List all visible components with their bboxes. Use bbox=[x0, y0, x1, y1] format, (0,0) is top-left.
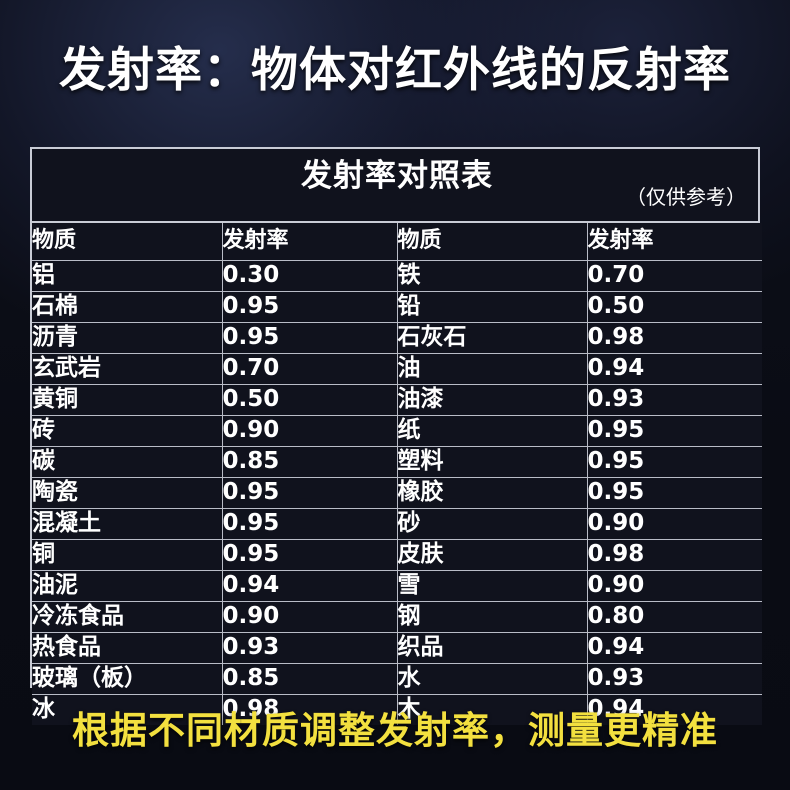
cell-material-right: 塑料 bbox=[396, 445, 588, 478]
cell-emissivity-right: 0.94 bbox=[586, 631, 762, 664]
cell-material-right: 橡胶 bbox=[396, 476, 588, 509]
cell-material-right: 织品 bbox=[396, 631, 588, 664]
column-header-material-right: 物质 bbox=[396, 223, 588, 261]
emissivity-table: 物质 发射率 物质 发射率 铝 0.30 铁 0.70 石棉 0.95 铅 0.50 沥青 0.9… bbox=[32, 223, 762, 725]
table-row: 铝 0.30 铁 0.70 bbox=[32, 259, 762, 292]
cell-emissivity-right: 0.95 bbox=[586, 445, 762, 478]
cell-emissivity-left: 0.70 bbox=[221, 352, 398, 385]
cell-emissivity-right: 0.90 bbox=[586, 569, 762, 602]
table-note: （仅供参考） bbox=[626, 185, 746, 209]
cell-material-left: 玄武岩 bbox=[32, 352, 223, 385]
cell-material-left: 陶瓷 bbox=[32, 476, 223, 509]
cell-emissivity-left: 0.30 bbox=[221, 259, 398, 292]
cell-emissivity-left: 0.85 bbox=[221, 445, 398, 478]
cell-emissivity-right: 0.95 bbox=[586, 414, 762, 447]
cell-emissivity-left: 0.90 bbox=[221, 600, 398, 633]
cell-material-right: 水 bbox=[396, 662, 588, 695]
table-row: 砖 0.90 纸 0.95 bbox=[32, 414, 762, 447]
cell-emissivity-right: 0.90 bbox=[586, 507, 762, 540]
cell-material-left: 黄铜 bbox=[32, 383, 223, 416]
cell-material-right: 皮肤 bbox=[396, 538, 588, 571]
cell-emissivity-left: 0.50 bbox=[221, 383, 398, 416]
page-title: 发射率：物体对红外线的反射率 bbox=[59, 43, 731, 98]
cell-material-left: 热食品 bbox=[32, 631, 223, 664]
column-header-material-left: 物质 bbox=[32, 223, 223, 261]
cell-emissivity-right: 0.94 bbox=[586, 693, 762, 725]
cell-material-right: 油漆 bbox=[396, 383, 588, 416]
cell-emissivity-left: 0.98 bbox=[221, 693, 398, 725]
cell-emissivity-left: 0.95 bbox=[221, 321, 398, 354]
table-title: 发射率对照表 bbox=[301, 158, 493, 194]
cell-material-right: 油 bbox=[396, 352, 588, 385]
cell-emissivity-left: 0.95 bbox=[221, 290, 398, 323]
cell-emissivity-right: 0.93 bbox=[586, 383, 762, 416]
table-row: 沥青 0.95 石灰石 0.98 bbox=[32, 321, 762, 354]
cell-emissivity-right: 0.98 bbox=[586, 321, 762, 354]
column-header-emissivity-left: 发射率 bbox=[221, 223, 398, 261]
strapline: 根据不同材质调整发射率，测量更精准 bbox=[72, 709, 718, 752]
table-body: 铝 0.30 铁 0.70 石棉 0.95 铅 0.50 沥青 0.95 石灰石 0.98 玄武岩 0.7… bbox=[32, 259, 762, 725]
cell-material-left: 油泥 bbox=[32, 569, 223, 602]
cell-emissivity-right: 0.50 bbox=[586, 290, 762, 323]
cell-material-left: 砖 bbox=[32, 414, 223, 447]
cell-emissivity-right: 0.98 bbox=[586, 538, 762, 571]
cell-emissivity-left: 0.85 bbox=[221, 662, 398, 695]
cell-emissivity-right: 0.94 bbox=[586, 352, 762, 385]
table-head: 物质 发射率 物质 发射率 bbox=[32, 223, 762, 261]
cell-material-left: 冰 bbox=[32, 693, 223, 725]
cell-material-right: 铁 bbox=[396, 259, 588, 292]
cell-material-left: 石棉 bbox=[32, 290, 223, 323]
table-row: 冰 0.98 木 0.94 bbox=[32, 693, 762, 725]
cell-material-left: 铝 bbox=[32, 259, 223, 292]
cell-emissivity-right: 0.70 bbox=[586, 259, 762, 292]
table-row: 油泥 0.94 雪 0.90 bbox=[32, 569, 762, 602]
cell-material-right: 木 bbox=[396, 693, 588, 725]
table-row: 混凝土 0.95 砂 0.90 bbox=[32, 507, 762, 540]
cell-emissivity-left: 0.95 bbox=[221, 538, 398, 571]
cell-material-left: 碳 bbox=[32, 445, 223, 478]
column-header-emissivity-right: 发射率 bbox=[586, 223, 762, 261]
cell-material-right: 钢 bbox=[396, 600, 588, 633]
cell-material-right: 雪 bbox=[396, 569, 588, 602]
table-row: 黄铜 0.50 油漆 0.93 bbox=[32, 383, 762, 416]
cell-material-left: 玻璃（板） bbox=[32, 662, 223, 695]
cell-emissivity-left: 0.94 bbox=[221, 569, 398, 602]
table-row: 铜 0.95 皮肤 0.98 bbox=[32, 538, 762, 571]
table-title-row: 发射率对照表 （仅供参考） bbox=[32, 149, 758, 223]
cell-material-right: 铅 bbox=[396, 290, 588, 323]
table-header-row: 物质 发射率 物质 发射率 bbox=[32, 223, 762, 261]
table-row: 玻璃（板） 0.85 水 0.93 bbox=[32, 662, 762, 695]
cell-material-right: 纸 bbox=[396, 414, 588, 447]
cell-emissivity-right: 0.95 bbox=[586, 476, 762, 509]
table-row: 冷冻食品 0.90 钢 0.80 bbox=[32, 600, 762, 633]
cell-emissivity-right: 0.93 bbox=[586, 662, 762, 695]
table-row: 陶瓷 0.95 橡胶 0.95 bbox=[32, 476, 762, 509]
cell-material-left: 混凝土 bbox=[32, 507, 223, 540]
cell-emissivity-left: 0.90 bbox=[221, 414, 398, 447]
cell-material-left: 沥青 bbox=[32, 321, 223, 354]
cell-emissivity-right: 0.80 bbox=[586, 600, 762, 633]
emissivity-table-card: 发射率对照表 （仅供参考） 物质 发射率 物质 发射率 铝 0.30 铁 0.70 石棉… bbox=[30, 147, 762, 725]
cell-material-right: 石灰石 bbox=[396, 321, 588, 354]
table-row: 碳 0.85 塑料 0.95 bbox=[32, 445, 762, 478]
table-row: 热食品 0.93 织品 0.94 bbox=[32, 631, 762, 664]
cell-emissivity-left: 0.95 bbox=[221, 507, 398, 540]
cell-emissivity-left: 0.93 bbox=[221, 631, 398, 664]
cell-material-left: 铜 bbox=[32, 538, 223, 571]
cell-material-left: 冷冻食品 bbox=[32, 600, 223, 633]
table-row: 玄武岩 0.70 油 0.94 bbox=[32, 352, 762, 385]
cell-material-right: 砂 bbox=[396, 507, 588, 540]
table-row: 石棉 0.95 铅 0.50 bbox=[32, 290, 762, 323]
cell-emissivity-left: 0.95 bbox=[221, 476, 398, 509]
